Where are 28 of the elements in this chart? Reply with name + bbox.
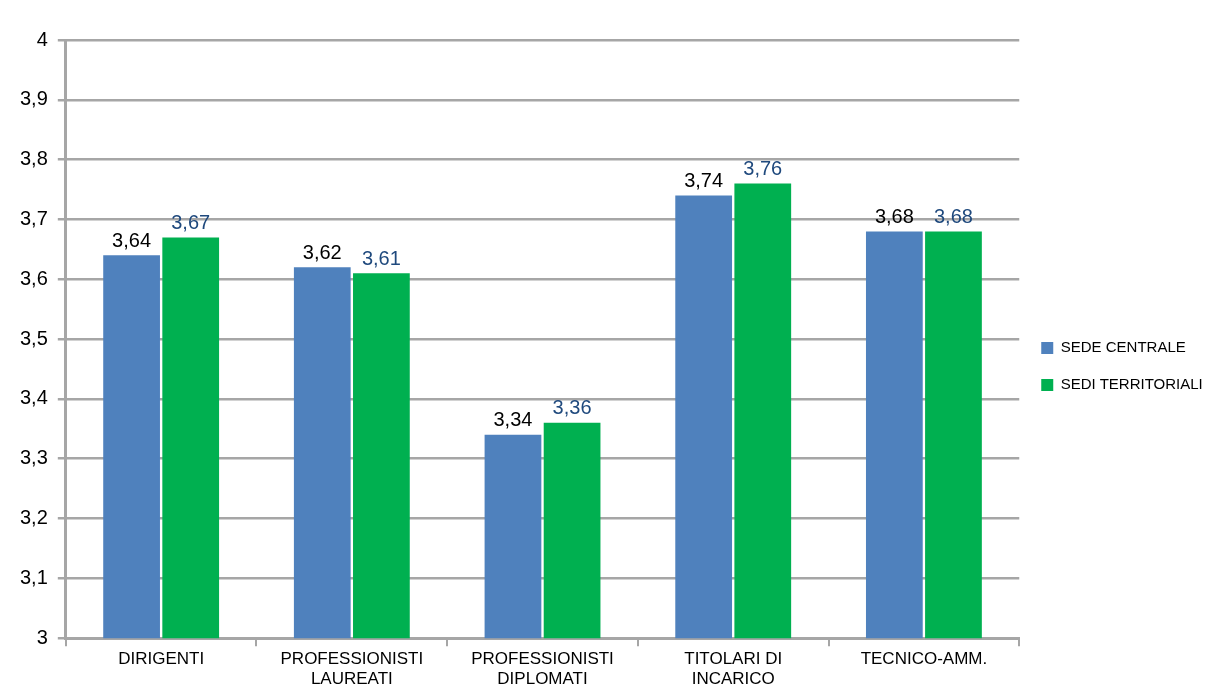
x-tick-label: TECNICO-AMM.: [860, 649, 988, 669]
y-tick-label: 3,4: [19, 386, 48, 409]
y-tick-label: 3: [36, 625, 48, 648]
data-label: 3,74: [684, 169, 724, 192]
data-label: 3,64: [112, 228, 152, 251]
legend-label: SEDE CENTRALE: [1060, 338, 1186, 356]
data-label: 3,76: [743, 157, 783, 180]
data-label: 3,68: [874, 204, 914, 227]
x-tick-label: DIRIGENTI: [118, 649, 205, 669]
legend-label: SEDI TERRITORIALI: [1060, 375, 1203, 393]
y-tick-label: 3,9: [19, 87, 48, 110]
data-label: 3,34: [493, 408, 533, 431]
y-tick-label: 3,3: [19, 446, 48, 469]
data-label: 3,67: [171, 210, 211, 233]
data-label: 3,62: [302, 240, 342, 263]
x-tick-label: PROFESSIONISTI LAUREATI: [280, 649, 424, 689]
y-tick-label: 3,8: [19, 147, 48, 170]
y-tick-label: 3,2: [19, 506, 48, 529]
y-tick-label: 3,7: [19, 206, 48, 229]
y-tick-label: 3,6: [19, 266, 48, 289]
data-label: 3,68: [933, 204, 973, 227]
y-tick-label: 3,1: [19, 565, 48, 588]
data-label: 3,61: [361, 246, 401, 269]
x-tick-label: TITOLARI DI INCARICO: [684, 649, 783, 689]
y-tick-label: 4: [36, 27, 48, 50]
x-tick-label: PROFESSIONISTI DIPLOMATI: [471, 649, 614, 689]
data-label: 3,36: [552, 396, 592, 419]
y-tick-label: 3,5: [19, 326, 48, 349]
